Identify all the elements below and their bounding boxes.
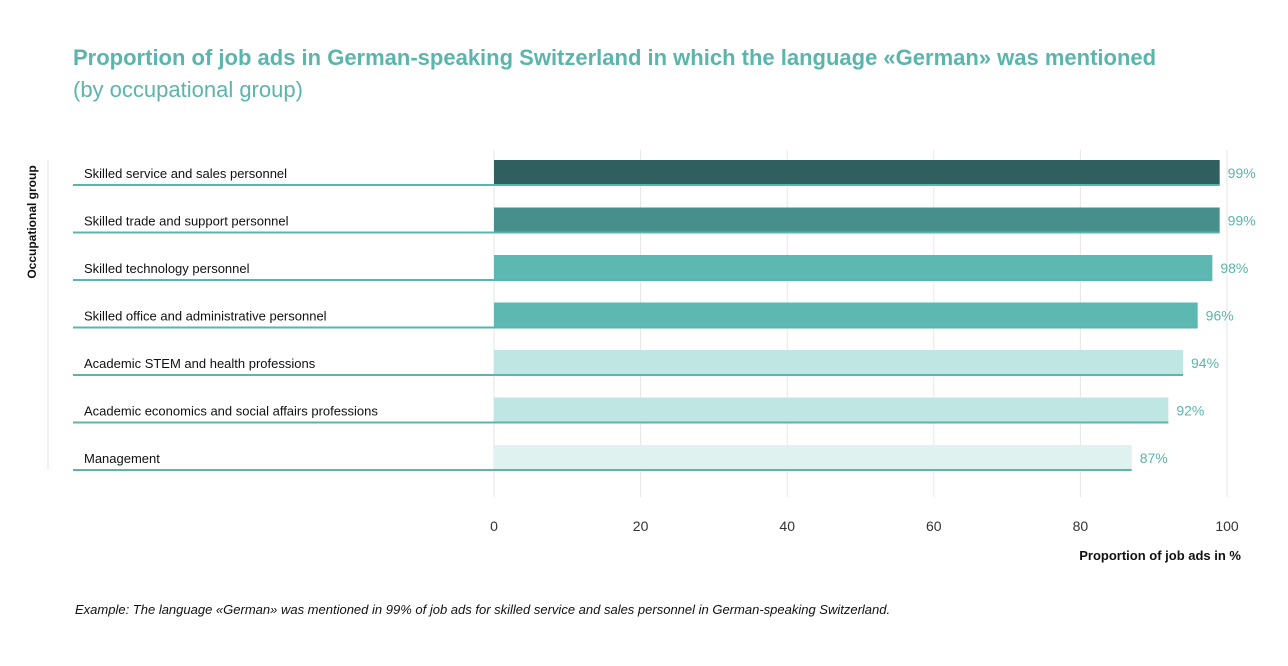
y-axis-label: Occupational group: [25, 165, 39, 278]
bar: [494, 397, 1169, 423]
chart-subtitle: (by occupational group): [73, 77, 303, 102]
category-label: Skilled technology personnel: [84, 261, 250, 276]
value-label: 98%: [1220, 260, 1248, 276]
x-tick-label: 80: [1073, 518, 1089, 534]
chart-title: Proportion of job ads in German-speaking…: [73, 45, 1157, 70]
bar: [494, 302, 1198, 328]
category-label: Skilled trade and support personnel: [84, 214, 289, 229]
category-label: Academic STEM and health professions: [84, 356, 316, 371]
category-label: Management: [84, 451, 160, 466]
x-tick-label: 40: [779, 518, 795, 534]
x-tick-label: 0: [490, 518, 498, 534]
value-label: 96%: [1206, 308, 1234, 324]
x-tick-label: 60: [926, 518, 942, 534]
value-label: 94%: [1191, 355, 1219, 371]
bar: [494, 350, 1184, 375]
value-label: 87%: [1140, 450, 1168, 466]
category-label: Academic economics and social affairs pr…: [84, 404, 378, 419]
value-label: 99%: [1228, 213, 1256, 229]
x-tick-label: 100: [1215, 518, 1239, 534]
value-label: 99%: [1228, 165, 1256, 181]
x-tick-label: 20: [633, 518, 649, 534]
bar: [494, 445, 1132, 470]
bar: [494, 207, 1220, 233]
category-label: Skilled office and administrative person…: [84, 309, 327, 324]
category-label: Skilled service and sales personnel: [84, 166, 287, 181]
x-axis-label: Proportion of job ads in %: [1079, 548, 1241, 563]
bar: [494, 255, 1213, 280]
bar: [494, 160, 1220, 185]
value-label: 92%: [1176, 403, 1204, 419]
chart-note: Example: The language «German» was menti…: [75, 602, 891, 617]
